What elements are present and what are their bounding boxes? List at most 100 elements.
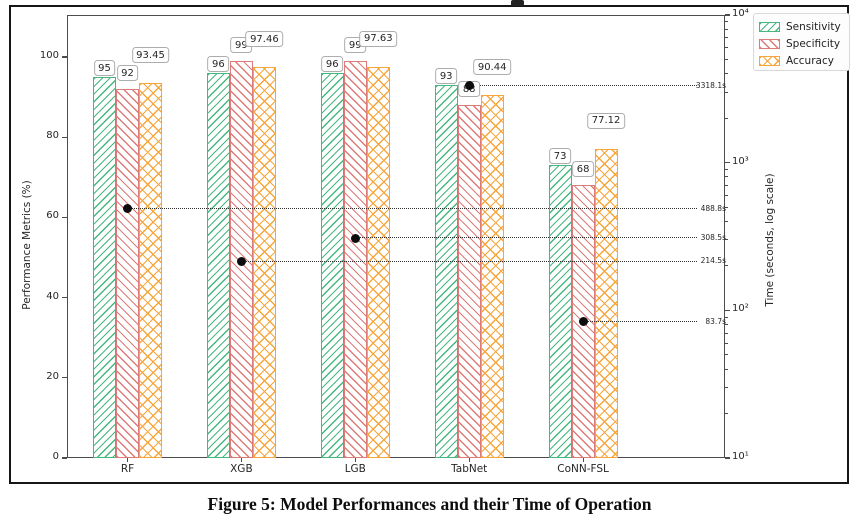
legend-item-specificity: Specificity bbox=[759, 35, 849, 52]
figure-caption: Figure 5: Model Performances and their T… bbox=[207, 494, 652, 514]
right-axis-tick-label: 10⁴ bbox=[732, 7, 749, 19]
right-axis-tick bbox=[725, 14, 730, 16]
right-axis-minor-tick bbox=[725, 21, 728, 23]
right-axis-minor-tick bbox=[725, 239, 728, 241]
bar-sensitivity-rf bbox=[93, 77, 116, 458]
time-dotted-line bbox=[127, 207, 697, 209]
x-axis-tick-label: XGB bbox=[230, 463, 253, 475]
right-axis-title: Time (seconds, log scale) bbox=[764, 173, 776, 307]
bar-value-label: 96 bbox=[207, 56, 230, 73]
legend-item-accuracy: Accuracy bbox=[759, 52, 849, 69]
right-axis-tick bbox=[725, 457, 730, 459]
left-axis-tick-label: 20 bbox=[46, 370, 59, 382]
left-axis-tick bbox=[62, 216, 67, 218]
right-axis-minor-tick bbox=[725, 73, 728, 75]
right-axis-minor-tick bbox=[725, 324, 728, 326]
time-value-label: 488.8s bbox=[700, 203, 726, 213]
left-axis-tick bbox=[62, 457, 67, 459]
bar-value-label: 73 bbox=[549, 148, 571, 165]
right-axis-minor-tick bbox=[725, 354, 728, 356]
right-axis-minor-tick bbox=[725, 387, 728, 389]
plot-area bbox=[67, 15, 725, 458]
bar-value-label: 77.12 bbox=[587, 112, 625, 129]
x-axis-tick-label: TabNet bbox=[451, 463, 488, 475]
right-axis-tick bbox=[725, 309, 730, 311]
left-axis-tick bbox=[62, 136, 67, 138]
bar-accuracy-conn-fsl bbox=[594, 148, 618, 458]
right-axis-tick-label: 10¹ bbox=[732, 451, 749, 462]
right-axis-minor-tick bbox=[725, 37, 728, 39]
time-marker-dot bbox=[350, 233, 360, 243]
right-axis-minor-tick bbox=[725, 194, 728, 196]
bar-sensitivity-conn-fsl bbox=[548, 165, 572, 458]
x-axis-tick bbox=[240, 458, 242, 462]
x-axis-tick-label: RF bbox=[120, 463, 135, 475]
right-axis-minor-tick bbox=[725, 28, 728, 30]
legend-label: Sensitivity bbox=[786, 20, 841, 33]
bar-accuracy-rf bbox=[139, 83, 162, 458]
right-axis-minor-tick bbox=[725, 47, 728, 49]
legend: Sensitivity Specificity Accuracy bbox=[753, 13, 850, 71]
left-axis-tick-label: 60 bbox=[46, 210, 59, 222]
right-axis-minor-tick bbox=[725, 117, 728, 119]
x-axis-tick bbox=[126, 458, 129, 462]
time-value-label: 308.5s bbox=[700, 233, 726, 243]
right-axis-minor-tick bbox=[725, 413, 728, 415]
left-axis-tick-label: 40 bbox=[46, 290, 59, 302]
right-axis-minor-tick bbox=[725, 265, 728, 267]
right-axis-minor-tick bbox=[725, 168, 728, 170]
bar-specificity-tabnet bbox=[457, 105, 481, 458]
bar-accuracy-lgb bbox=[366, 66, 390, 458]
right-axis-minor-tick bbox=[725, 368, 728, 370]
right-axis-minor-tick bbox=[725, 220, 728, 222]
time-dotted-line bbox=[355, 237, 697, 239]
time-marker-dot bbox=[464, 81, 474, 91]
x-axis-tick-label: LGB bbox=[344, 463, 366, 475]
bar-specificity-lgb bbox=[343, 61, 367, 458]
time-value-label: 214.5s bbox=[700, 256, 726, 266]
left-axis-tick-label: 0 bbox=[52, 451, 59, 462]
right-axis-tick bbox=[725, 162, 730, 164]
legend-item-sensitivity: Sensitivity bbox=[759, 18, 849, 35]
time-dotted-line bbox=[241, 260, 697, 262]
x-axis-tick bbox=[468, 458, 470, 462]
bar-value-label: 97.63 bbox=[359, 30, 398, 47]
bar-value-label: 92 bbox=[116, 65, 139, 82]
x-axis-tick bbox=[354, 458, 356, 462]
accuracy-hatch-swatch-icon bbox=[759, 55, 780, 66]
bar-value-label: 96 bbox=[321, 56, 344, 73]
time-marker-dot bbox=[578, 317, 588, 327]
right-axis-minor-tick bbox=[725, 176, 728, 178]
bar-value-label: 93 bbox=[435, 68, 458, 85]
bar-sensitivity-lgb bbox=[320, 73, 344, 458]
bar-value-label: 93.45 bbox=[131, 47, 170, 64]
time-dotted-line bbox=[583, 321, 697, 323]
left-axis-tick bbox=[62, 56, 67, 58]
left-axis-tick bbox=[62, 297, 67, 299]
bar-value-label: 90.44 bbox=[473, 59, 512, 76]
right-axis-minor-tick bbox=[725, 58, 728, 60]
legend-label: Specificity bbox=[786, 37, 841, 50]
right-axis-minor-tick bbox=[725, 332, 728, 334]
right-axis-minor-tick bbox=[725, 185, 728, 187]
specificity-hatch-swatch-icon bbox=[759, 38, 780, 49]
bar-specificity-rf bbox=[116, 89, 139, 458]
bar-value-label: 95 bbox=[93, 60, 116, 77]
right-axis-minor-tick bbox=[725, 316, 728, 318]
bar-accuracy-tabnet bbox=[480, 95, 504, 458]
time-marker-dot bbox=[123, 204, 132, 214]
left-axis-tick-label: 100 bbox=[39, 50, 59, 61]
time-value-label: 83.7s bbox=[705, 316, 726, 326]
time-value-label: 3318.1s bbox=[695, 80, 726, 90]
bar-value-label: 68 bbox=[572, 161, 594, 178]
right-axis-minor-tick bbox=[725, 91, 728, 93]
right-axis-minor-tick bbox=[725, 206, 728, 208]
bar-value-label: 97.46 bbox=[245, 31, 284, 48]
time-marker-dot bbox=[236, 256, 246, 266]
bar-sensitivity-tabnet bbox=[434, 85, 458, 458]
sensitivity-hatch-swatch-icon bbox=[759, 21, 780, 32]
legend-label: Accuracy bbox=[786, 54, 834, 67]
crop-artifact bbox=[511, 0, 524, 6]
